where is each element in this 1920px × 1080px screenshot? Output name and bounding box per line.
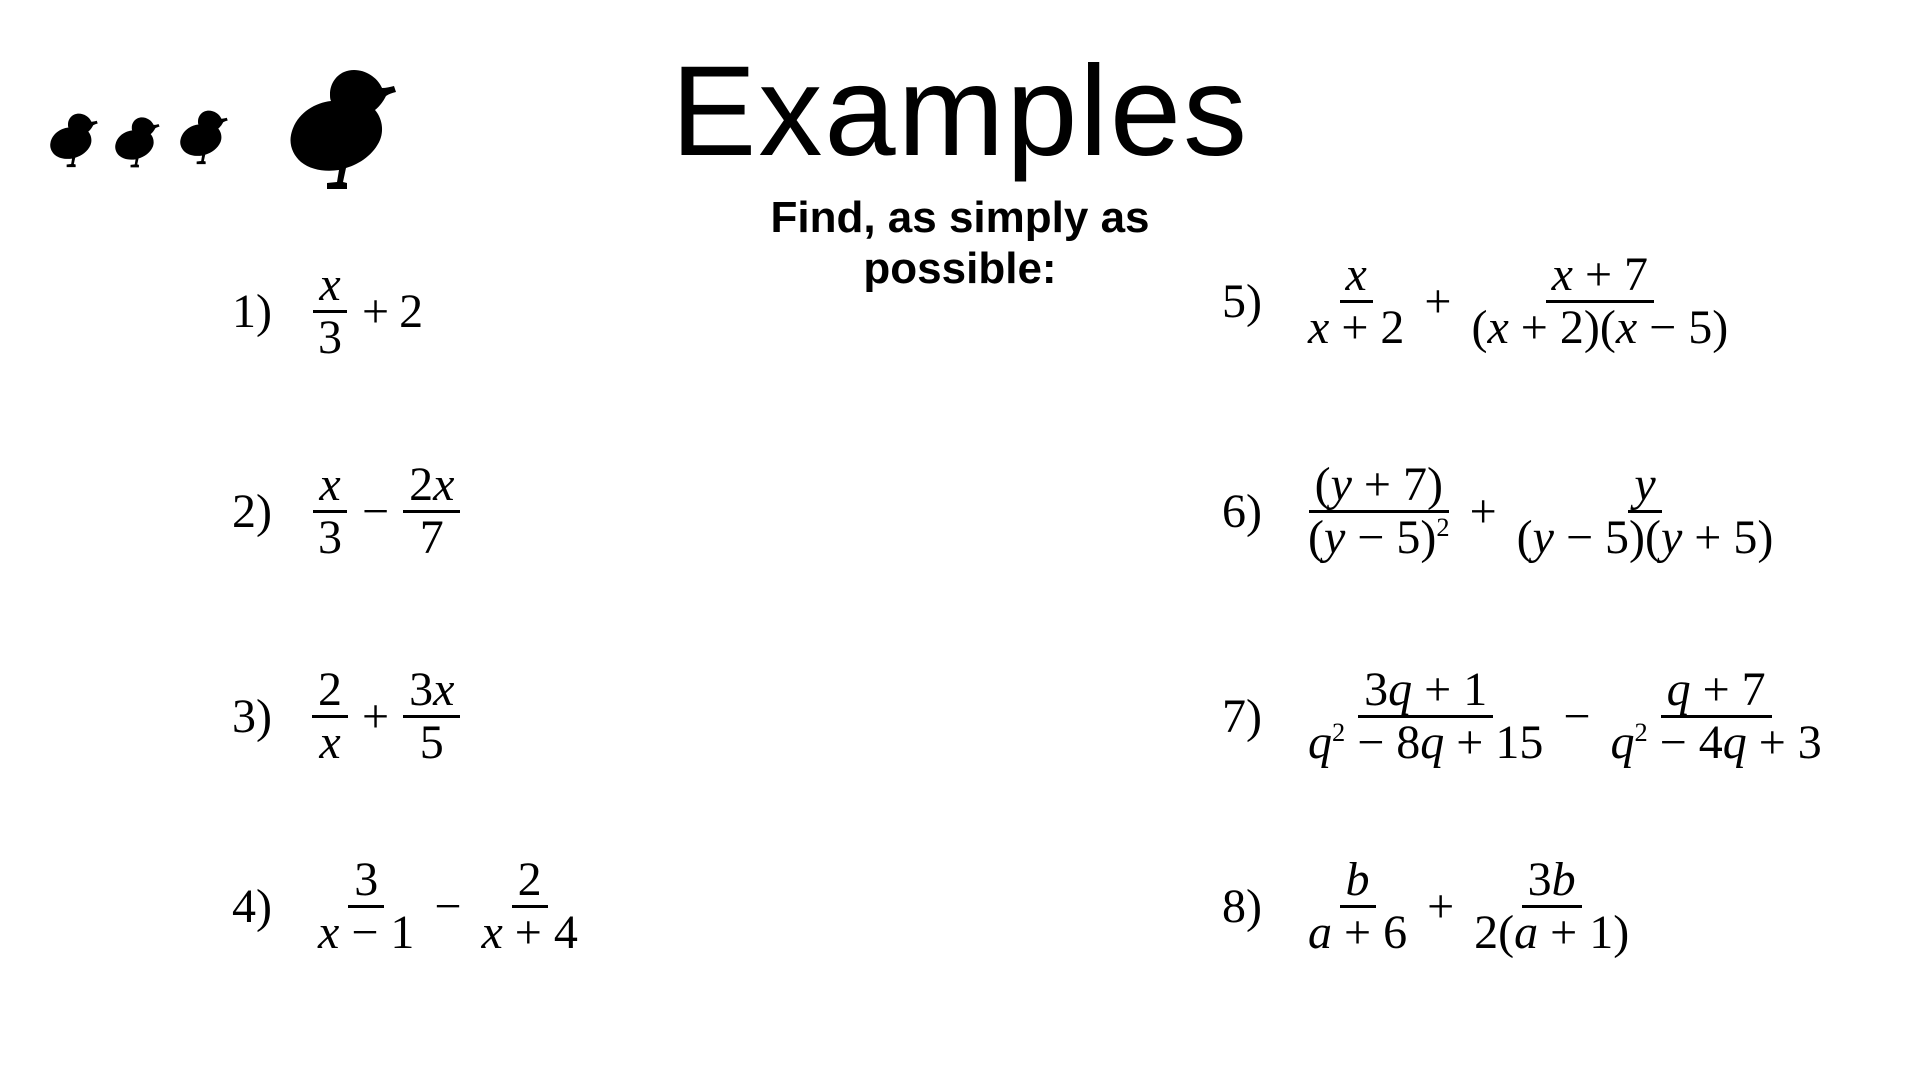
denominator: (x + 2)(x − 5) — [1465, 303, 1734, 353]
fraction: 3b 2(a + 1) — [1468, 855, 1635, 959]
denominator: x + 2 — [1302, 303, 1410, 353]
denominator: x + 4 — [475, 908, 583, 958]
operator: − — [424, 879, 471, 934]
fraction: x 3 — [312, 460, 348, 564]
denominator: 7 — [414, 513, 450, 563]
fraction: 2 x + 4 — [475, 855, 583, 959]
term: 2 — [399, 284, 423, 339]
denominator: x — [313, 718, 346, 768]
numerator: x + 7 — [1546, 250, 1654, 303]
numerator: x — [313, 260, 346, 313]
problem-7: 7) 3q + 1 q2 − 8q + 15 − q + 7 q2 − 4q +… — [1190, 665, 1832, 769]
numerator: x — [313, 460, 346, 513]
fraction: y (y − 5)(y + 5) — [1511, 460, 1780, 564]
subtitle-line-1: Find, as simply as — [770, 193, 1149, 242]
numerator: x — [1340, 250, 1373, 303]
problem-label: 2) — [200, 484, 272, 539]
problem-5: 5) x x + 2 + x + 7 (x + 2)(x − 5) — [1190, 250, 1738, 354]
problem-2: 2) x 3 − 2x 7 — [200, 460, 464, 564]
operator: + — [352, 689, 399, 744]
denominator: q2 − 8q + 15 — [1302, 718, 1549, 768]
problem-label: 1) — [200, 284, 272, 339]
problem-expression: x x + 2 + x + 7 (x + 2)(x − 5) — [1298, 250, 1738, 354]
numerator: 3x — [403, 665, 460, 718]
problem-expression: 2 x + 3x 5 — [308, 665, 464, 769]
denominator: a + 6 — [1302, 908, 1413, 958]
numerator: 2x — [403, 460, 460, 513]
problem-label: 4) — [200, 879, 272, 934]
denominator: 3 — [312, 513, 348, 563]
problem-label: 7) — [1190, 689, 1262, 744]
problem-expression: b a + 6 + 3b 2(a + 1) — [1298, 855, 1639, 959]
fraction: b a + 6 — [1302, 855, 1413, 959]
operator: + — [352, 284, 399, 339]
fraction: 3 x − 1 — [312, 855, 420, 959]
numerator: 2 — [512, 855, 548, 908]
fraction: x 3 — [312, 260, 348, 364]
denominator: q2 − 4q + 3 — [1604, 718, 1827, 768]
denominator: (y − 5)(y + 5) — [1511, 513, 1780, 563]
fraction: 2x 7 — [403, 460, 460, 564]
operator: + — [1417, 879, 1464, 934]
numerator: 3 — [348, 855, 384, 908]
problem-expression: x 3 − 2x 7 — [308, 460, 464, 564]
fraction: x + 7 (x + 2)(x − 5) — [1465, 250, 1734, 354]
problem-label: 5) — [1190, 274, 1262, 329]
problem-4: 4) 3 x − 1 − 2 x + 4 — [200, 855, 588, 959]
problem-3: 3) 2 x + 3x 5 — [200, 665, 464, 769]
fraction: x x + 2 — [1302, 250, 1410, 354]
numerator: 3b — [1522, 855, 1582, 908]
problem-6: 6) (y + 7) (y − 5)2 + y (y − 5)(y + 5) — [1190, 460, 1783, 564]
denominator: 5 — [414, 718, 450, 768]
denominator: x − 1 — [312, 908, 420, 958]
problem-label: 8) — [1190, 879, 1262, 934]
problem-1: 1) x 3 + 2 — [200, 260, 423, 364]
problem-label: 6) — [1190, 484, 1262, 539]
slide: Examples Find, as simply as possible: 1)… — [0, 0, 1920, 1080]
subtitle-line-2: possible: — [863, 244, 1056, 293]
numerator: b — [1340, 855, 1376, 908]
problem-expression: 3q + 1 q2 − 8q + 15 − q + 7 q2 − 4q + 3 — [1298, 665, 1832, 769]
problem-expression: 3 x − 1 − 2 x + 4 — [308, 855, 588, 959]
operator: + — [1414, 274, 1461, 329]
fraction: q + 7 q2 − 4q + 3 — [1604, 665, 1827, 769]
problem-label: 3) — [200, 689, 272, 744]
operator: + — [1460, 484, 1507, 539]
page-title: Examples — [0, 38, 1920, 185]
fraction: 2 x — [312, 665, 348, 769]
problem-8: 8) b a + 6 + 3b 2(a + 1) — [1190, 855, 1639, 959]
numerator: 2 — [312, 665, 348, 718]
denominator: (y − 5)2 — [1302, 513, 1456, 563]
denominator: 3 — [312, 313, 348, 363]
fraction: (y + 7) (y − 5)2 — [1302, 460, 1456, 564]
problem-expression: (y + 7) (y − 5)2 + y (y − 5)(y + 5) — [1298, 460, 1783, 564]
fraction: 3q + 1 q2 − 8q + 15 — [1302, 665, 1549, 769]
denominator: 2(a + 1) — [1468, 908, 1635, 958]
operator: − — [352, 484, 399, 539]
problem-expression: x 3 + 2 — [308, 260, 423, 364]
numerator: q + 7 — [1661, 665, 1772, 718]
fraction: 3x 5 — [403, 665, 460, 769]
numerator: 3q + 1 — [1358, 665, 1493, 718]
numerator: (y + 7) — [1309, 460, 1449, 513]
operator: − — [1553, 689, 1600, 744]
numerator: y — [1628, 460, 1661, 513]
